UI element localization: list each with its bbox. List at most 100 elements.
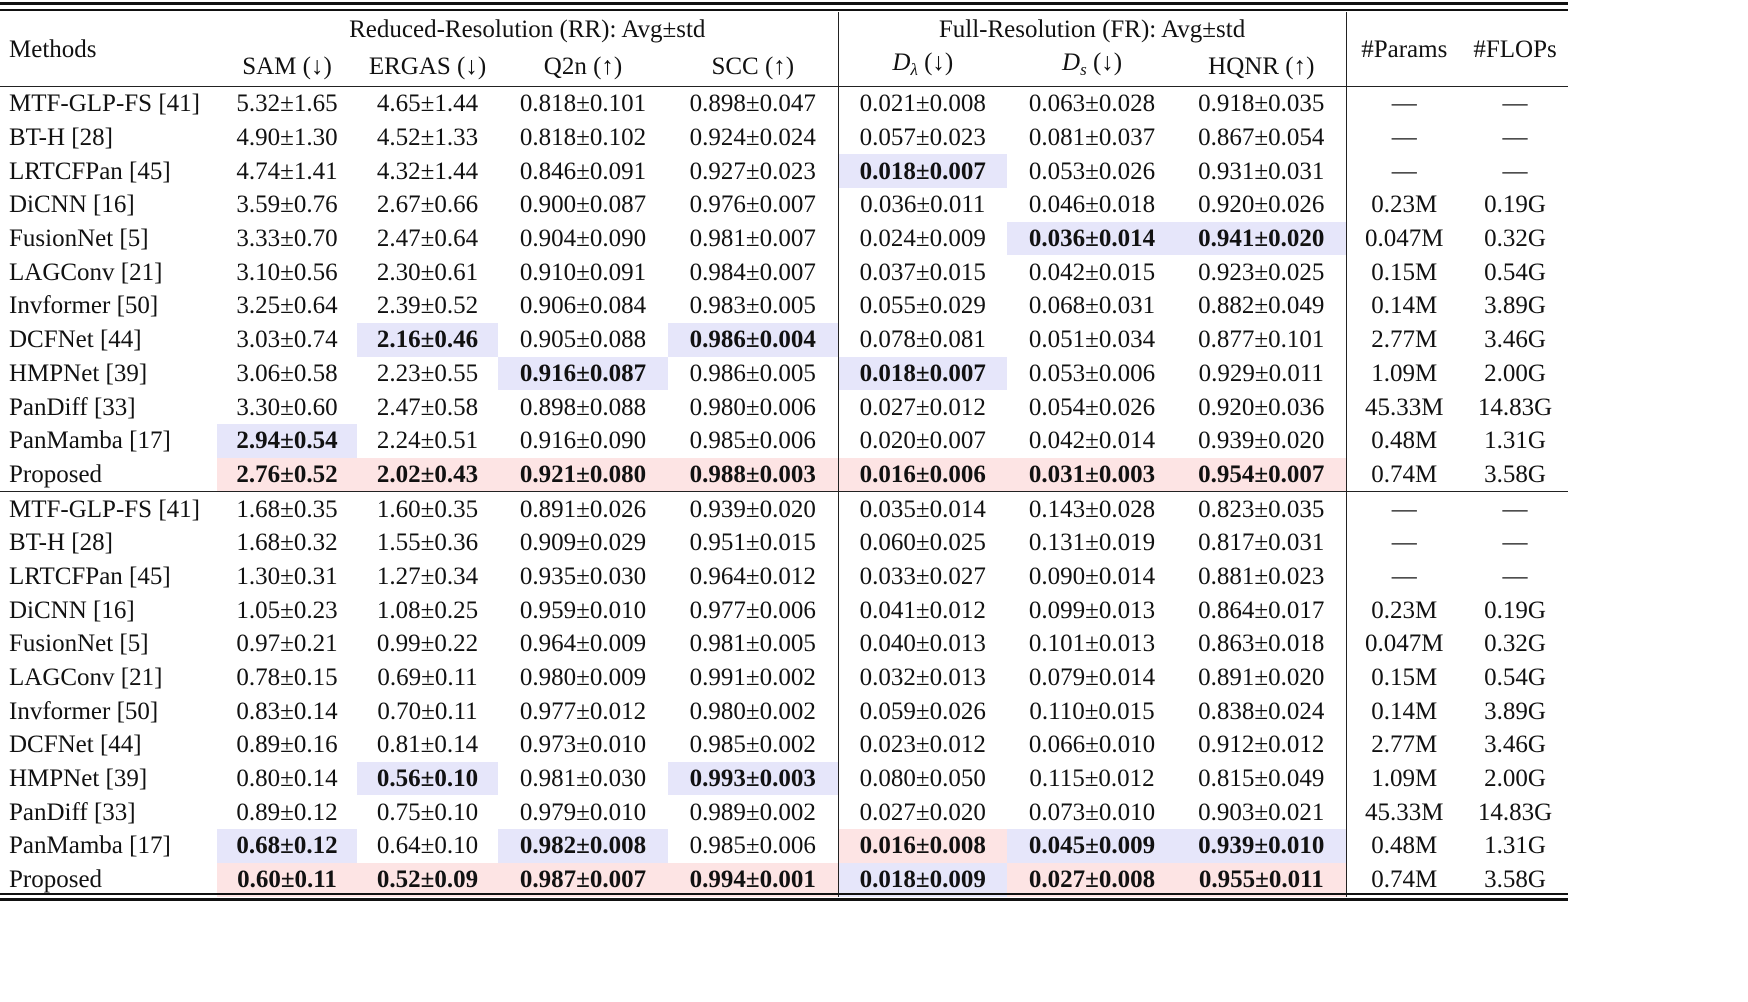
- metric-cell-sam: 3.59±0.76: [236, 191, 338, 219]
- metric-cell-dl: 0.060±0.025: [859, 529, 986, 557]
- metric-cell-ergas: 1.60±0.35: [357, 491, 498, 526]
- table-row: PanDiff [33] 0.89±0.12 0.75±0.10 0.979±0.01…: [0, 795, 1568, 830]
- metric-cell-ergas: 2.67±0.66: [376, 191, 479, 219]
- metric-cell-hqnr: 0.918±0.035: [1177, 86, 1347, 121]
- metric-cell-q2n: 0.981±0.030: [519, 765, 647, 793]
- metric-cell-q2n: 0.818±0.102: [519, 124, 647, 152]
- method-name-cell: FusionNet [5]: [9, 630, 149, 658]
- table-row: MTF-GLP-FS [41] 1.68±0.35 1.60±0.35 0.891±0…: [0, 491, 1569, 526]
- table-row: LRTCFPan [45] 4.74±1.41 4.32±1.44 0.846±0.0…: [0, 154, 1568, 189]
- table-row: HMPNet [39] 3.06±0.58 2.23±0.55 0.916±0.087…: [0, 356, 1568, 391]
- method-name-cell: HMPNet [39]: [9, 765, 148, 793]
- comparison-table: Methods Reduced-Resolution (RR): Avg±std…: [0, 12, 1569, 897]
- metric-cell-ergas: 2.47±0.58: [376, 393, 479, 421]
- metric-cell-params: 0.047M: [1365, 630, 1444, 658]
- method-name-cell: DiCNN [16]: [9, 191, 135, 219]
- metric-cell-hqnr: 0.931±0.031: [1177, 154, 1347, 189]
- metric-cell-q2n: 0.891±0.026: [498, 491, 668, 526]
- metric-cell-q2n: 0.921±0.080: [498, 457, 668, 492]
- metric-cell-sam: 1.68±0.32: [236, 529, 338, 557]
- metric-cell-hqnr: 0.881±0.023: [1177, 559, 1347, 594]
- table-row: MTF-GLP-FS [41] 5.32±1.65 4.65±1.44 0.818±0…: [0, 86, 1568, 121]
- table-row: DCFNet [44] 0.89±0.16 0.81±0.14 0.973±0.010…: [0, 728, 1568, 762]
- metric-cell-scc: 0.986±0.004: [668, 322, 839, 357]
- metric-cell-sam: 2.76±0.52: [217, 457, 357, 492]
- metric-cell-scc: 0.993±0.003: [668, 761, 839, 796]
- table-row: LAGConv [21] 0.78±0.15 0.69±0.11 0.980±0.00…: [0, 660, 1568, 695]
- metric-cell-hqnr: 0.864±0.017: [1177, 593, 1347, 627]
- d-lambda-subscript: λ: [910, 60, 918, 79]
- metric-cell-ergas: 2.24±0.51: [376, 427, 479, 455]
- metric-cell-q2n: 0.979±0.010: [519, 798, 647, 826]
- metric-cell-flops: 2.00G: [1484, 359, 1546, 387]
- metric-cell-ds: 0.090±0.014: [1028, 562, 1156, 590]
- metric-cell-hqnr: 0.877±0.101: [1177, 322, 1347, 357]
- metric-cell-ergas: 0.99±0.22: [376, 630, 479, 658]
- metric-cell-scc: 0.981±0.007: [668, 221, 839, 256]
- method-name-cell: PanMamba [17]: [9, 832, 171, 860]
- method-name-cell: PanDiff [33]: [9, 393, 136, 421]
- metric-cell-ergas: 1.55±0.36: [376, 529, 479, 557]
- metric-cell-dl: 0.059±0.026: [859, 697, 986, 725]
- metric-cell-params: 2.77M: [1371, 326, 1438, 354]
- metric-cell-dl: 0.036±0.011: [860, 191, 986, 219]
- metric-cell-scc: 0.976±0.007: [668, 188, 839, 222]
- metric-cell-ds: 0.051±0.034: [1028, 326, 1156, 354]
- metric-cell-sam: 3.06±0.58: [236, 359, 338, 387]
- method-name-cell: BT-H [28]: [9, 124, 113, 152]
- metric-cell-q2n: 0.982±0.008: [498, 829, 668, 863]
- metric-cell-scc: 0.939±0.020: [668, 491, 839, 526]
- metric-cell-hqnr: 0.815±0.049: [1177, 761, 1347, 796]
- metric-cell-ds: 0.099±0.013: [1028, 596, 1156, 624]
- metric-cell-params: —: [1391, 90, 1417, 118]
- metric-cell-sam: 1.30±0.31: [236, 562, 338, 590]
- metric-cell-params: 0.23M: [1371, 596, 1438, 624]
- metric-cell-ds: 0.063±0.028: [1028, 90, 1156, 118]
- method-name-cell: MTF-GLP-FS [41]: [0, 491, 217, 526]
- metric-cell-dl: 0.041±0.012: [859, 596, 986, 624]
- metric-cell-dl: 0.016±0.008: [838, 829, 1008, 863]
- metric-cell-flops: —: [1502, 529, 1528, 557]
- metric-cell-ds: 0.053±0.026: [1028, 157, 1156, 185]
- metric-cell-params: 2.77M: [1371, 731, 1438, 759]
- header-q2n: Q2n (↑): [498, 46, 668, 87]
- metric-cell-ergas: 2.02±0.43: [357, 457, 498, 492]
- metric-cell-ergas: 4.65±1.44: [376, 90, 479, 118]
- metric-cell-hqnr: 0.882±0.049: [1177, 289, 1347, 323]
- metric-cell-params: 0.14M: [1371, 697, 1438, 725]
- metric-cell-hqnr: 0.955±0.011: [1177, 862, 1347, 897]
- metric-cell-flops: 0.54G: [1484, 258, 1546, 286]
- metric-cell-flops: —: [1502, 562, 1528, 590]
- metric-cell-flops: —: [1502, 124, 1528, 152]
- metric-cell-ergas: 0.70±0.11: [377, 697, 478, 725]
- metric-cell-scc: 0.985±0.002: [668, 728, 839, 762]
- metric-cell-scc: 0.986±0.005: [668, 356, 839, 391]
- method-name-cell: PanMamba [17]: [9, 427, 171, 455]
- table-row: LAGConv [21] 3.10±0.56 2.30±0.61 0.910±0.09…: [0, 255, 1568, 290]
- metric-cell-ergas: 2.23±0.55: [376, 359, 479, 387]
- metric-cell-ds: 0.045±0.009: [1007, 829, 1178, 863]
- metric-cell-hqnr: 0.954±0.007: [1177, 457, 1347, 492]
- metric-cell-hqnr: 0.920±0.026: [1177, 188, 1347, 222]
- metric-cell-hqnr: 0.939±0.010: [1177, 829, 1347, 863]
- metric-cell-flops: 3.89G: [1484, 697, 1546, 725]
- metric-cell-hqnr: 0.823±0.035: [1177, 491, 1347, 526]
- metric-cell-flops: 14.83G: [1477, 393, 1553, 421]
- metric-cell-ds: 0.073±0.010: [1028, 798, 1156, 826]
- metric-cell-params: 0.23M: [1371, 191, 1438, 219]
- metric-cell-flops: 0.54G: [1484, 664, 1546, 692]
- metric-cell-sam: 4.74±1.41: [236, 157, 338, 185]
- table-row: BT-H [28] 1.68±0.32 1.55±0.36 0.909±0.029 0.…: [0, 525, 1568, 560]
- metric-cell-dl: 0.080±0.050: [859, 765, 986, 793]
- metric-cell-dl: 0.037±0.015: [859, 258, 986, 286]
- metric-cell-sam: 3.25±0.64: [236, 292, 338, 320]
- header-scc: SCC (↑): [668, 46, 839, 87]
- metric-cell-ds: 0.115±0.012: [1029, 765, 1155, 793]
- metric-cell-ds: 0.079±0.014: [1028, 664, 1156, 692]
- metric-cell-ds: 0.068±0.031: [1028, 292, 1156, 320]
- metric-cell-hqnr: 0.891±0.020: [1177, 660, 1347, 695]
- metric-cell-sam: 1.05±0.23: [236, 596, 338, 624]
- metric-cell-scc: 0.989±0.002: [668, 795, 839, 830]
- metric-cell-params: —: [1391, 157, 1417, 185]
- d-s-symbol: D: [1062, 49, 1081, 76]
